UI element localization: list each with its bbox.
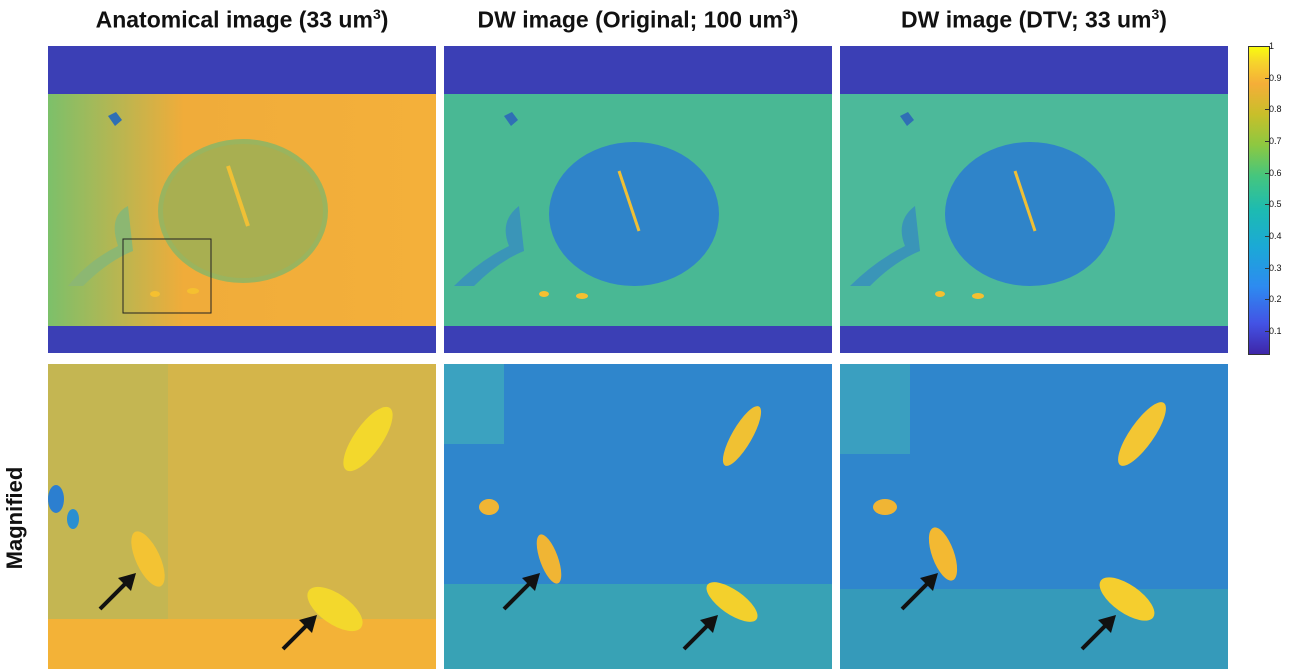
dw-original-magnified-panel — [444, 364, 832, 669]
dw-dtv-image-panel — [840, 46, 1228, 353]
colorbar-tick-label: 0.5 — [1265, 199, 1282, 210]
anatomical-image-panel — [48, 46, 436, 353]
dw-dtv-magnified-panel — [840, 364, 1228, 669]
zoom-region-box — [122, 238, 212, 314]
title-anatomical: Anatomical image (33 um3) — [95, 6, 389, 33]
colorbar — [1248, 46, 1270, 355]
title-dw-dtv: DW image (DTV; 33 um3) — [901, 6, 1167, 33]
colorbar-tick-label: 0.8 — [1265, 104, 1282, 115]
colorbar-tick-label: 0.4 — [1265, 230, 1282, 241]
anatomical-magnified-panel — [48, 364, 436, 669]
row-label-magnified: Magnified — [2, 466, 27, 570]
dw-original-image-panel — [444, 46, 832, 353]
colorbar-tick-label: 0.3 — [1265, 262, 1282, 273]
title-dw-original: DW image (Original; 100 um3) — [477, 6, 799, 33]
colorbar-tick-label: 0.9 — [1265, 72, 1282, 83]
colorbar-tick-label: 0.6 — [1265, 167, 1282, 178]
colorbar-tick-label: 1 — [1264, 41, 1275, 51]
colorbar-tick-label: 0.2 — [1265, 294, 1282, 305]
colorbar-tick-label: 0.1 — [1265, 325, 1282, 336]
colorbar-tick-label: 0.7 — [1265, 135, 1282, 146]
